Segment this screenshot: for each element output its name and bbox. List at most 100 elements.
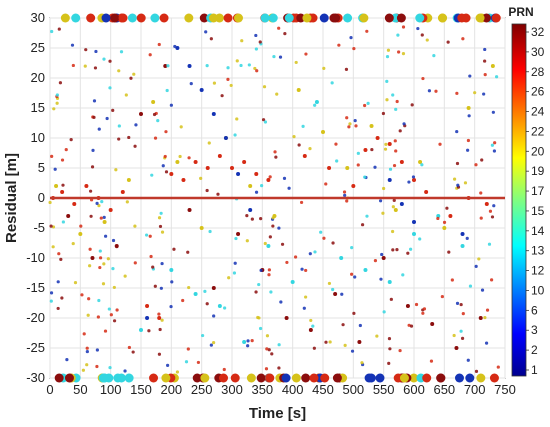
data-point <box>134 123 138 127</box>
data-point <box>360 361 364 365</box>
data-point <box>151 100 156 104</box>
data-point <box>375 334 379 338</box>
data-point <box>460 244 465 248</box>
outlier-marker-top <box>60 13 70 23</box>
data-point <box>51 245 55 249</box>
x-tick-label: 600 <box>403 382 425 397</box>
data-point <box>483 47 487 52</box>
data-point <box>474 264 478 268</box>
data-point <box>83 64 87 68</box>
data-point <box>257 316 261 320</box>
data-point <box>196 360 201 365</box>
data-point <box>459 302 463 307</box>
data-point <box>258 326 263 331</box>
data-point <box>248 184 253 188</box>
data-point <box>356 151 360 155</box>
data-point <box>100 199 104 204</box>
data-point <box>333 292 338 296</box>
data-point <box>391 248 395 252</box>
data-point <box>159 211 163 215</box>
data-point <box>277 366 281 370</box>
data-point <box>257 282 261 287</box>
outlier-marker-bottom <box>230 373 240 383</box>
data-point <box>124 93 128 97</box>
data-point <box>388 167 393 171</box>
outlier-marker-bottom <box>256 373 266 383</box>
data-point <box>169 172 174 176</box>
outlier-marker-bottom <box>332 373 342 383</box>
data-point <box>442 220 447 224</box>
data-point <box>466 148 470 152</box>
data-point <box>328 340 332 344</box>
data-point <box>488 209 493 213</box>
data-point <box>385 98 389 102</box>
outlier-marker-bottom <box>476 373 486 383</box>
colorbar-title: PRN <box>508 5 533 19</box>
data-point <box>263 120 268 124</box>
data-point <box>401 25 406 29</box>
data-point <box>445 206 449 210</box>
data-point <box>411 175 416 179</box>
data-point <box>477 257 481 261</box>
data-point <box>260 184 264 188</box>
data-point <box>144 233 149 237</box>
data-point <box>173 44 177 49</box>
data-point <box>269 290 273 294</box>
y-tick-label: -30 <box>26 370 45 385</box>
data-point <box>175 160 180 164</box>
data-point <box>340 292 344 296</box>
data-point <box>491 110 495 114</box>
data-point <box>391 93 395 97</box>
data-point <box>466 358 470 362</box>
data-point <box>380 252 384 257</box>
data-point <box>341 323 345 327</box>
data-point <box>160 261 164 266</box>
data-point <box>246 344 250 348</box>
data-point <box>436 216 440 221</box>
data-point <box>384 142 388 146</box>
data-point <box>432 53 436 58</box>
outlier-marker-top <box>329 13 339 23</box>
data-point <box>253 66 257 71</box>
data-point <box>489 278 494 282</box>
data-point <box>245 213 249 218</box>
colorbar-tick-label: 3 <box>531 323 538 337</box>
data-point <box>455 91 459 95</box>
data-point <box>345 199 349 203</box>
data-point <box>271 216 275 220</box>
outlier-marker-top <box>260 13 270 23</box>
data-point <box>235 117 239 121</box>
colorbar-tick-label: 12 <box>531 264 545 278</box>
data-point <box>345 166 350 170</box>
y-tick-label: 15 <box>31 100 45 115</box>
outlier-marker-bottom <box>124 373 134 383</box>
data-point <box>227 276 231 280</box>
data-point <box>233 133 237 137</box>
data-point <box>71 63 75 68</box>
data-point <box>267 268 271 272</box>
x-tick-label: 750 <box>494 382 516 397</box>
data-point <box>304 295 308 299</box>
y-tick-label: 0 <box>38 190 45 205</box>
data-point <box>132 72 136 76</box>
data-point <box>484 202 489 206</box>
data-point <box>299 200 304 205</box>
data-point <box>293 255 298 259</box>
outlier-marker-top <box>302 13 312 23</box>
data-point <box>425 38 429 42</box>
outlier-marker-bottom <box>422 373 432 383</box>
data-point <box>89 189 93 193</box>
data-point <box>149 254 153 259</box>
data-point <box>397 50 401 54</box>
data-point <box>209 343 213 347</box>
data-point <box>105 116 109 121</box>
data-point <box>277 26 281 30</box>
data-point <box>236 172 241 176</box>
data-point <box>52 107 56 111</box>
data-point <box>259 216 263 221</box>
data-point <box>421 76 425 81</box>
data-point <box>71 241 75 246</box>
data-point <box>267 273 271 277</box>
data-point <box>106 257 110 261</box>
data-point <box>348 122 352 126</box>
